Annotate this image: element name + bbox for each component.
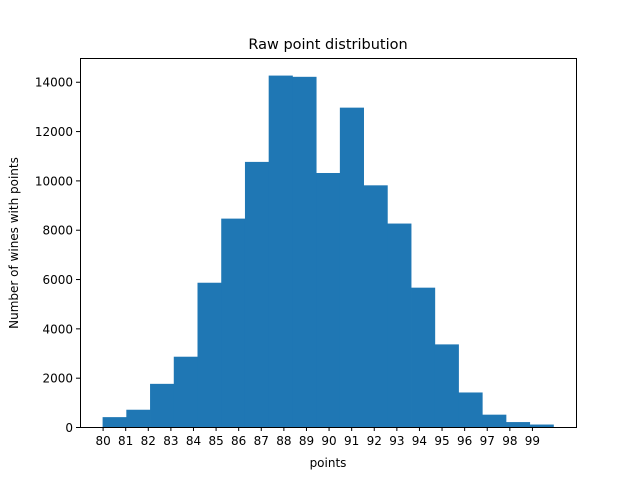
- y-tick-label-7: 14000: [35, 76, 73, 90]
- bar-6: [244, 161, 270, 428]
- bar-17: [505, 422, 531, 427]
- bar-5: [221, 218, 246, 427]
- x-tick-label-16: 96: [457, 434, 472, 448]
- bar-9: [316, 172, 341, 427]
- plot-frame: [80, 58, 577, 428]
- x-tick-label-5: 85: [208, 434, 223, 448]
- bar-4: [197, 282, 222, 427]
- x-tick-label-2: 82: [141, 434, 156, 448]
- x-tick-label-9: 89: [299, 434, 314, 448]
- bar-12: [387, 223, 412, 427]
- x-tick-label-17: 97: [480, 434, 495, 448]
- chart-title: Raw point distribution: [248, 37, 407, 53]
- y-axis-ticks: 0 2000 4000 6000 8000 10000 12000 14000: [35, 76, 80, 435]
- bar-1: [126, 409, 151, 427]
- y-tick-label-6: 12000: [35, 125, 73, 139]
- bar-16: [482, 414, 507, 427]
- x-tick-label-6: 86: [231, 434, 246, 448]
- x-tick-label-19: 99: [525, 434, 540, 448]
- bar-0: [102, 417, 127, 427]
- x-tick-label-18: 98: [502, 434, 517, 448]
- bar-11: [363, 185, 388, 427]
- bars-group: [102, 75, 554, 428]
- bar-15: [458, 392, 483, 427]
- y-tick-label-4: 8000: [42, 224, 73, 238]
- bar-14: [434, 344, 459, 427]
- x-tick-label-12: 92: [367, 434, 382, 448]
- x-tick-label-4: 84: [186, 434, 201, 448]
- bar-10: [339, 107, 364, 428]
- bar-13: [411, 287, 436, 427]
- bar-8: [292, 76, 317, 427]
- y-tick-label-2: 4000: [42, 322, 73, 336]
- bar-18: [529, 424, 554, 427]
- x-tick-label-3: 83: [163, 434, 178, 448]
- y-tick-label-1: 2000: [42, 372, 73, 386]
- x-axis-ticks: 80 81 82 83 84 85 86 87 88 89 90 91 92 93 94 95 96 97 98 99: [95, 427, 540, 448]
- x-tick-label-10: 90: [321, 434, 336, 448]
- y-tick-label-5: 10000: [35, 174, 73, 188]
- y-tick-label-3: 6000: [42, 273, 73, 287]
- x-tick-label-7: 87: [254, 434, 269, 448]
- bar-7: [268, 75, 293, 428]
- x-tick-label-11: 91: [344, 434, 359, 448]
- x-tick-label-14: 94: [412, 434, 427, 448]
- x-tick-label-8: 88: [276, 434, 291, 448]
- x-tick-label-13: 93: [389, 434, 404, 448]
- y-axis-label: Number of wines with points: [7, 157, 21, 329]
- x-tick-label-0: 80: [95, 434, 110, 448]
- bar-3: [173, 356, 198, 427]
- x-tick-label-15: 95: [434, 434, 449, 448]
- x-tick-label-1: 81: [118, 434, 133, 448]
- y-tick-label-0: 0: [65, 421, 73, 435]
- bar-2: [150, 383, 175, 427]
- x-axis-label: points: [310, 456, 347, 470]
